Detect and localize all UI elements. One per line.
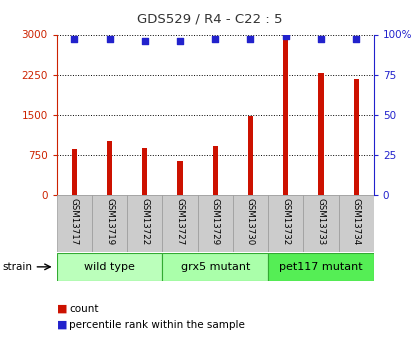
Bar [268,195,303,252]
Bar [142,148,147,195]
Bar [127,195,163,252]
Bar [233,195,268,252]
Text: GSM13734: GSM13734 [352,198,361,245]
Bar [283,39,289,195]
Text: GSM13727: GSM13727 [176,198,184,245]
Text: GSM13722: GSM13722 [140,198,149,245]
Text: count: count [69,304,99,314]
Point [142,38,148,44]
Bar [354,79,359,195]
Text: GSM13732: GSM13732 [281,198,290,245]
Bar [107,141,112,195]
Text: GSM13719: GSM13719 [105,198,114,245]
Bar [303,195,339,252]
Text: GSM13717: GSM13717 [70,198,79,245]
Text: GDS529 / R4 - C22 : 5: GDS529 / R4 - C22 : 5 [137,12,283,25]
Point [282,33,289,39]
Text: GSM13730: GSM13730 [246,198,255,245]
Text: pet117 mutant: pet117 mutant [279,262,363,272]
Text: ■: ■ [57,320,67,330]
Point [212,37,219,42]
Bar [198,195,233,252]
Text: wild type: wild type [84,262,135,272]
Point [318,37,324,42]
Point [106,37,113,42]
Point [71,37,78,42]
Point [353,37,360,42]
Point [247,37,254,42]
Text: grx5 mutant: grx5 mutant [181,262,250,272]
Bar [339,195,374,252]
Text: GSM13733: GSM13733 [316,198,326,245]
Bar [213,146,218,195]
Bar [72,149,77,195]
Bar [318,73,323,195]
Bar [163,195,198,252]
Bar [268,253,374,281]
Text: ■: ■ [57,304,67,314]
Point [177,38,184,44]
Text: percentile rank within the sample: percentile rank within the sample [69,320,245,330]
Bar [57,253,163,281]
Bar [57,195,92,252]
Bar [248,116,253,195]
Bar [163,253,268,281]
Bar [177,161,183,195]
Text: GSM13729: GSM13729 [211,198,220,245]
Bar [92,195,127,252]
Text: strain: strain [2,262,32,272]
